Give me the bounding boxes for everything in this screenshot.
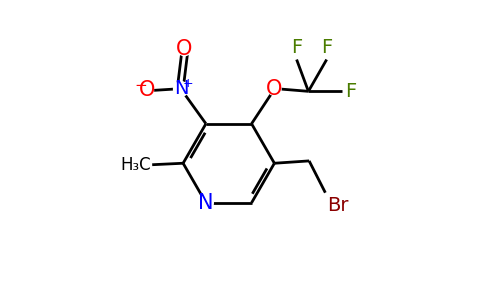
Text: O: O [139,80,155,100]
Circle shape [178,43,191,56]
Text: F: F [345,82,356,101]
Text: −: − [134,78,147,93]
Circle shape [140,84,153,97]
Text: H₃C: H₃C [120,156,151,174]
Text: O: O [266,79,283,99]
Text: F: F [291,38,302,57]
Text: F: F [321,38,333,57]
Text: Br: Br [327,196,348,214]
Circle shape [198,195,213,210]
Text: N: N [174,80,188,98]
Text: O: O [176,39,193,59]
Text: +: + [182,76,193,90]
Circle shape [268,82,281,95]
Text: N: N [198,193,213,213]
Circle shape [174,82,188,96]
